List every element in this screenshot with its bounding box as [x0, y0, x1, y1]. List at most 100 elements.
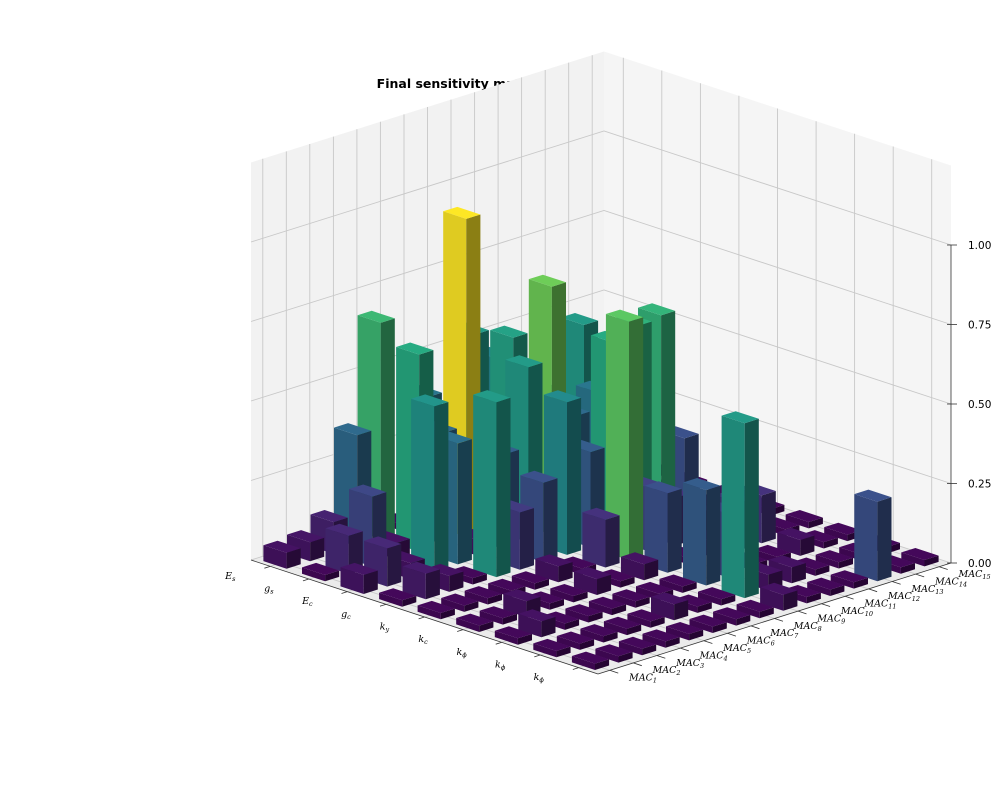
y-tick-mark [868, 588, 878, 593]
bar-top-face [490, 325, 528, 338]
x-tick-label: gc [341, 609, 351, 621]
y-tick-label: MAC14 [934, 576, 967, 588]
grid-line-z [250, 130, 952, 246]
bar-9-2 [595, 644, 633, 663]
bar-top-face [792, 557, 830, 570]
bar-top-face [674, 594, 712, 607]
bar-side-face [588, 611, 603, 623]
bar-side-face [519, 508, 534, 570]
bar-9-11 [807, 577, 845, 596]
bar-6-2 [479, 606, 517, 625]
bar-8-3 [580, 624, 618, 643]
y-tick-label: MAC15 [958, 569, 991, 581]
bar-top-face [815, 550, 853, 563]
bar-6-1 [456, 613, 494, 632]
bar-top-face [533, 638, 571, 651]
bar-side-face [629, 317, 644, 561]
bar-front-face [659, 578, 683, 593]
x-tick-label: kϕ [495, 660, 506, 672]
bar-top-face [541, 611, 580, 624]
z-tick-label: 0.00 [968, 558, 991, 570]
bar-side-face [644, 559, 659, 581]
z-tick-label: 1.00 [968, 240, 991, 252]
bar-top-face [511, 571, 549, 584]
bar-5-2 [441, 593, 479, 612]
bar-side-face [667, 488, 682, 573]
bar-front-face [736, 604, 760, 619]
bar-side-face [464, 601, 479, 612]
bar-top-face [777, 527, 815, 540]
bar-top-face [659, 574, 697, 587]
bar-front-face [571, 656, 595, 670]
bar-side-face [556, 646, 571, 658]
bar-front-face [807, 582, 831, 596]
bar-top-face [595, 644, 633, 657]
bar-top-face [824, 522, 862, 535]
bar-top-face [379, 588, 417, 601]
bar-side-face [541, 616, 556, 638]
bar-side-face [665, 637, 680, 648]
bar-3-1 [340, 562, 378, 594]
bar-front-face [533, 643, 557, 658]
bar-front-face [464, 590, 488, 605]
bar-8-5 [627, 609, 665, 628]
bar-6-5 [550, 584, 588, 603]
bar-top-face [558, 556, 597, 569]
bar-top-face [580, 624, 618, 637]
bar-front-face [417, 605, 441, 620]
bar-top-face [760, 582, 798, 595]
bar-top-face [528, 274, 566, 287]
bar-top-face [364, 536, 402, 549]
bar-front-face [824, 527, 848, 542]
bar-1-1 [263, 540, 301, 569]
bar-top-face [689, 614, 727, 627]
y-tick-label: MAC7 [769, 628, 799, 640]
bar-side-face [425, 569, 440, 600]
bar-2-1 [302, 562, 340, 582]
bars-group [263, 206, 939, 670]
bar-side-face [543, 478, 558, 563]
bar-top-face [340, 562, 378, 575]
bar-side-face [674, 600, 689, 621]
y-tick-label: MAC11 [863, 599, 896, 611]
bar-side-face [627, 624, 642, 636]
bar-top-face [830, 570, 868, 583]
bar-front-face [605, 314, 629, 561]
bar-top-face [642, 629, 680, 642]
bar-side-face [573, 591, 588, 603]
bar-top-face [683, 478, 721, 491]
bar-side-face [620, 576, 635, 588]
x-tick-mark [418, 616, 425, 620]
bar-top-face [573, 567, 612, 580]
bar-top-face [644, 481, 682, 494]
bar-8-13 [815, 550, 853, 569]
bar-front-face [689, 619, 713, 633]
bar-top-face [417, 600, 455, 613]
bar-top-face [636, 581, 674, 594]
bar-top-face [783, 585, 821, 597]
bar-5-1 [417, 600, 455, 620]
bar-2-2 [325, 523, 363, 574]
bar-top-face [768, 555, 806, 568]
bar-top-face [535, 554, 573, 567]
y-tick-label: MAC4 [699, 650, 728, 662]
bar-6-9 [644, 481, 682, 573]
bar-side-face [502, 613, 517, 625]
bar-side-face [618, 651, 633, 663]
bar-top-face [588, 596, 627, 609]
bar-front-face [644, 485, 668, 573]
bar-9-8 [736, 599, 774, 619]
x-tick-label: gs [264, 584, 274, 596]
bar-top-face [402, 561, 440, 574]
bar-front-face [402, 566, 426, 600]
bar-front-face [473, 394, 497, 578]
bar-top-face [396, 342, 434, 355]
y-tick-mark [680, 647, 689, 652]
bar-9-7 [713, 607, 751, 626]
bar-side-face [759, 607, 774, 619]
bar-side-face [612, 604, 627, 616]
bar-9-1 [571, 651, 610, 670]
bar-8-8 [698, 587, 736, 606]
y-tick-mark [750, 625, 760, 630]
bar-front-face [854, 494, 878, 582]
